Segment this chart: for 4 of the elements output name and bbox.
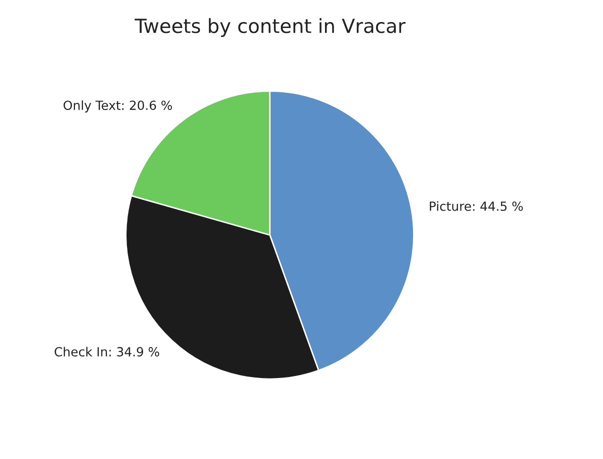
chart-title: Tweets by content in Vracar bbox=[134, 18, 406, 37]
slice-label: Check In: 34.9 % bbox=[54, 346, 160, 356]
slice-label: Picture: 44.5 % bbox=[430, 201, 523, 211]
slice-label: Only Text: 20.6 % bbox=[64, 100, 172, 112]
